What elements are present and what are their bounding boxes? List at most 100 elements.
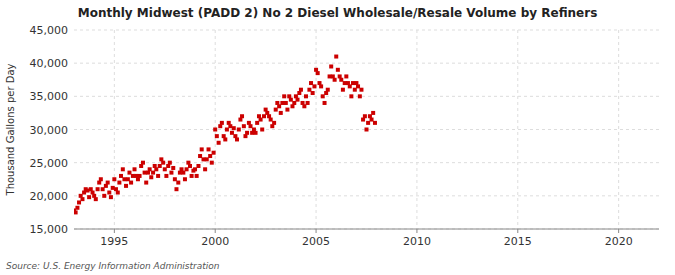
x-tick <box>316 229 317 233</box>
point <box>304 94 308 98</box>
point <box>259 118 263 122</box>
y-tick-label: 25,000 <box>30 157 69 170</box>
point <box>185 167 189 171</box>
point <box>299 88 303 92</box>
x-grid-line <box>618 30 619 229</box>
point <box>210 161 214 165</box>
point <box>169 171 173 175</box>
point <box>344 74 348 78</box>
point <box>119 174 123 178</box>
point <box>198 154 202 158</box>
point <box>121 167 125 171</box>
point <box>174 187 178 191</box>
point <box>205 157 209 161</box>
point <box>158 164 162 168</box>
point <box>309 81 313 85</box>
y-grid-line <box>74 63 659 64</box>
point <box>190 174 194 178</box>
point <box>141 161 145 165</box>
points <box>74 55 377 215</box>
point <box>193 167 197 171</box>
point <box>334 55 338 59</box>
point <box>269 118 273 122</box>
x-tick <box>215 229 216 233</box>
point <box>282 94 286 98</box>
y-grid-line <box>74 195 659 196</box>
point <box>75 206 79 210</box>
point <box>249 124 253 128</box>
point <box>212 151 216 155</box>
point <box>171 166 175 170</box>
point <box>164 174 168 178</box>
point <box>196 164 200 168</box>
x-tick <box>517 229 518 233</box>
point <box>213 128 217 132</box>
point <box>207 147 211 151</box>
point <box>237 128 241 132</box>
axes: 19952000200520102015202015,00020,00025,0… <box>30 24 633 248</box>
grid <box>74 30 659 229</box>
point <box>133 167 137 171</box>
x-tick-label: 2010 <box>403 235 431 248</box>
point <box>215 134 219 138</box>
point <box>127 171 131 175</box>
point <box>203 167 207 171</box>
point <box>260 128 264 132</box>
point <box>274 108 278 112</box>
x-tick-label: 2015 <box>504 235 532 248</box>
point <box>148 167 152 171</box>
point <box>312 84 316 88</box>
point <box>195 174 199 178</box>
point <box>280 101 284 105</box>
x-tick-label: 2020 <box>605 235 633 248</box>
point <box>373 121 377 125</box>
point <box>370 118 374 122</box>
point <box>240 114 244 118</box>
point <box>365 128 369 132</box>
point <box>319 84 323 88</box>
point <box>87 195 91 199</box>
point <box>144 181 148 185</box>
point <box>272 121 276 125</box>
point <box>176 181 180 185</box>
point <box>339 78 343 82</box>
point <box>279 111 283 115</box>
y-grid-line <box>74 30 659 31</box>
x-tick <box>114 229 115 233</box>
point <box>102 194 106 198</box>
y-tick-label: 35,000 <box>30 90 69 103</box>
point <box>326 88 330 92</box>
point <box>77 200 81 204</box>
point <box>366 121 370 125</box>
point <box>106 181 110 185</box>
point <box>107 191 111 195</box>
x-grid-line <box>416 30 417 229</box>
y-tick-label: 40,000 <box>30 57 69 70</box>
point <box>356 84 360 88</box>
x-tick-label: 2005 <box>302 235 330 248</box>
point <box>168 161 172 165</box>
point <box>223 137 227 141</box>
point <box>94 197 98 201</box>
point <box>173 177 177 181</box>
x-grid-line <box>517 30 518 229</box>
point <box>336 68 340 72</box>
point <box>117 181 121 185</box>
point <box>112 177 116 181</box>
point <box>371 111 375 115</box>
point <box>122 177 126 181</box>
point <box>333 78 337 82</box>
x-grid-line <box>114 30 115 229</box>
source-note: Source: U.S. Energy Information Administ… <box>6 261 220 271</box>
point <box>359 88 363 92</box>
point <box>321 94 325 98</box>
y-grid-line <box>74 229 659 230</box>
point <box>154 167 158 171</box>
y-axis-label: Thousand Gallons per Day <box>5 63 16 196</box>
x-grid-line <box>316 30 317 229</box>
point <box>129 181 133 185</box>
x-tick-label: 2000 <box>201 235 229 248</box>
point <box>74 210 78 214</box>
point <box>254 131 258 135</box>
point <box>161 161 165 165</box>
